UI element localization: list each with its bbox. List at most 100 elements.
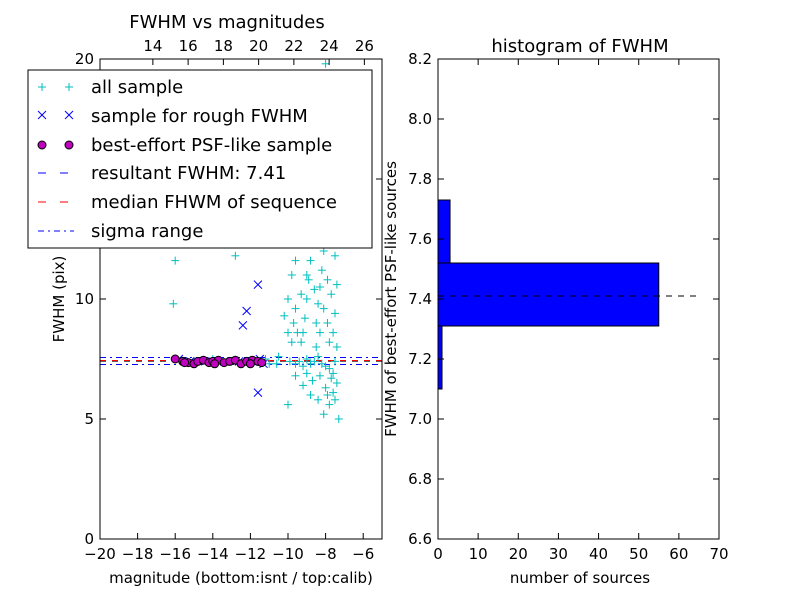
point-all-sample (332, 280, 341, 289)
right-ytick-label: 7.6 (408, 230, 432, 248)
legend-label-sigma: sigma range (91, 221, 203, 242)
point-all-sample (323, 275, 332, 284)
point-all-sample (329, 388, 338, 397)
point-all-sample (315, 328, 324, 337)
right-title: histogram of FWHM (491, 36, 668, 57)
point-all-sample (274, 352, 283, 361)
point-all-sample (291, 371, 300, 380)
legend-box (27, 69, 373, 249)
legend-marker-rough-sample (37, 110, 74, 120)
point-all-sample (302, 369, 311, 378)
point-all-sample (319, 410, 328, 419)
point-all-sample (306, 256, 315, 265)
right-ytick-label: 7.0 (408, 410, 432, 428)
point-all-sample (299, 362, 308, 371)
right-xtick-label: 10 (469, 545, 488, 563)
point-all-sample (334, 415, 343, 423)
point-all-sample (289, 319, 298, 327)
point-all-sample (284, 295, 292, 303)
left-xlabel: magnitude (bottom:isnt / top:calib) (109, 569, 373, 587)
point-all-sample (293, 328, 302, 337)
point-all-sample (331, 357, 339, 366)
point-all-sample (304, 275, 313, 284)
point-rough-sample (242, 306, 251, 316)
point-psf-sample (180, 358, 190, 368)
right-xlabel: number of sources (510, 569, 650, 587)
histogram-bar (437, 325, 443, 390)
point-all-sample (321, 59, 330, 68)
point-all-sample (308, 376, 317, 385)
right-ytick-label: 7.4 (408, 290, 432, 308)
legend-label-rough-sample: sample for rough FWHM (91, 106, 308, 127)
point-all-sample (314, 395, 323, 404)
point-all-sample (332, 343, 341, 351)
right-ytick-label: 8.0 (408, 110, 432, 128)
histogram-bar (437, 199, 451, 264)
point-all-sample (284, 400, 292, 409)
point-all-sample (314, 352, 323, 361)
point-all-sample (291, 256, 300, 265)
point-all-sample (171, 256, 180, 265)
left-xtick-label: −20 (84, 545, 116, 563)
point-all-sample (312, 343, 321, 351)
left-top-xtick-label: 24 (320, 37, 339, 55)
point-all-sample (310, 285, 319, 294)
point-all-sample (323, 319, 332, 327)
left-top-xtick-label: 16 (179, 37, 198, 55)
point-all-sample (300, 314, 309, 323)
point-all-sample (315, 371, 324, 380)
left-xtick-label: −16 (159, 545, 191, 563)
legend-label-resultant: resultant FWHM: 7.41 (91, 163, 286, 184)
right-xtick-label: 50 (629, 545, 648, 563)
point-all-sample (302, 355, 311, 363)
point-psf-sample (245, 359, 255, 369)
point-all-sample (331, 309, 339, 318)
legend-label-psf-sample: best-effort PSF-like sample (91, 135, 332, 156)
point-all-sample (297, 338, 306, 347)
point-all-sample (325, 338, 334, 347)
point-all-sample (306, 391, 315, 399)
point-psf-sample (257, 358, 267, 368)
left-top-xtick-label: 20 (249, 37, 268, 55)
point-all-sample (291, 304, 300, 313)
point-all-sample (325, 364, 334, 373)
left-ytick-label: 10 (75, 290, 94, 308)
legend-label-median: median FHWM of sequence (91, 192, 337, 213)
point-all-sample (265, 359, 274, 368)
left-top-xtick-label: 26 (355, 37, 374, 55)
right-ytick-label: 8.2 (408, 50, 432, 68)
left-xtick-label: −10 (272, 545, 304, 563)
left-title: FWHM vs magnitudes (129, 12, 324, 33)
right-xtick-label: 20 (509, 545, 528, 563)
point-all-sample (332, 379, 341, 387)
point-all-sample (231, 251, 240, 260)
point-all-sample (284, 328, 292, 337)
histogram-bar (437, 262, 660, 327)
left-top-xtick-label: 18 (214, 37, 233, 55)
point-all-sample (329, 328, 338, 337)
legend: all sample sample for rough FWHM best-ef… (27, 69, 373, 249)
right-plot-area (437, 199, 699, 390)
point-psf-sample (210, 359, 220, 369)
left-top-xtick-label: 22 (284, 37, 303, 55)
point-all-sample (310, 357, 319, 366)
right-ytick-label: 7.2 (408, 350, 432, 368)
point-all-sample (272, 359, 281, 368)
left-ytick-label: 0 (84, 530, 94, 548)
point-all-sample (323, 391, 332, 399)
left-ytick-label: 5 (84, 410, 94, 428)
point-all-sample (312, 319, 321, 327)
point-all-sample (302, 295, 311, 303)
legend-marker-all-sample (38, 83, 73, 91)
right-xtick-label: 30 (549, 545, 568, 563)
right-xtick-label: 60 (669, 545, 688, 563)
point-all-sample (287, 338, 296, 347)
left-xtick-label: −6 (352, 545, 374, 563)
point-rough-sample (238, 321, 248, 330)
point-all-sample (315, 283, 324, 291)
point-all-sample (299, 381, 308, 390)
point-all-sample (317, 266, 326, 275)
point-all-sample (169, 299, 178, 308)
right-ytick-label: 7.8 (408, 170, 432, 188)
